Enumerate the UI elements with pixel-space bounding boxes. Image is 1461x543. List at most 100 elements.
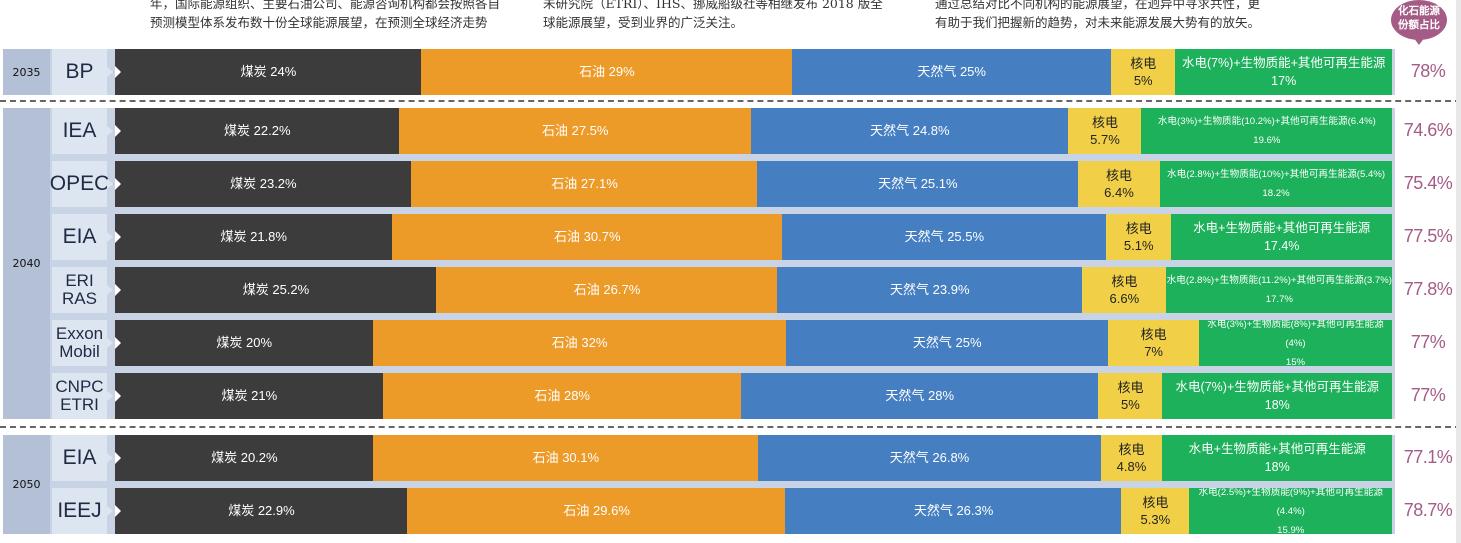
bar-segment-coal: 煤炭 21.8% bbox=[115, 214, 393, 260]
agency-label: EIA bbox=[52, 214, 107, 260]
bar-label-oil: 石油 29% bbox=[579, 64, 635, 79]
year-label: 2050 bbox=[3, 435, 50, 534]
bar-segment-nuclear: 核电 5.3% bbox=[1121, 488, 1190, 534]
fossil-share-value: 77.1% bbox=[1403, 447, 1453, 467]
bar-label-nuclear: 核电 7% bbox=[1140, 327, 1167, 359]
row-start-marker bbox=[115, 390, 121, 402]
fossil-share-badge-label: 化石能源 份额占比 bbox=[1398, 5, 1440, 31]
bar-label-gas: 天然气 25.1% bbox=[878, 176, 958, 191]
bar-segment-nuclear: 核电 5.1% bbox=[1106, 214, 1172, 260]
bar-segment-oil: 石油 29.6% bbox=[407, 488, 786, 534]
bar-label-coal: 煤炭 20% bbox=[216, 335, 273, 350]
bar-segment-gas: 天然气 23.9% bbox=[777, 267, 1083, 313]
fossil-share-value: 77.5% bbox=[1403, 226, 1453, 246]
agency-label: OPEC bbox=[50, 161, 109, 207]
bar-segment-coal: 煤炭 22.9% bbox=[115, 488, 408, 534]
bar-label-gas: 天然气 25% bbox=[912, 335, 982, 350]
bar-label-oil: 石油 28% bbox=[534, 388, 590, 403]
agency-label: BP bbox=[52, 49, 107, 95]
bar-label-nuclear: 核电 5% bbox=[1117, 380, 1144, 412]
bar-label-coal: 煤炭 22.2% bbox=[224, 123, 291, 138]
bar-label-oil: 石油 29.6% bbox=[563, 503, 630, 518]
bar-label-gas: 天然气 25% bbox=[917, 64, 986, 79]
row-start-marker bbox=[115, 125, 121, 137]
agency-label: IEEJ bbox=[52, 488, 107, 534]
bar-segment-gas: 天然气 25.5% bbox=[782, 214, 1107, 260]
bar-segment-renew: 水电+生物质能+其他可再生能源 18% bbox=[1161, 435, 1393, 481]
bar-segment-gas: 天然气 25% bbox=[791, 49, 1112, 95]
bar-label-renew: 水电+生物质能+其他可再生能源 18% bbox=[1188, 442, 1366, 474]
agency-pointer bbox=[107, 232, 113, 242]
bar-label-nuclear: 核电 5% bbox=[1130, 56, 1157, 88]
bar-label-oil: 石油 30.7% bbox=[554, 229, 621, 244]
row-start-marker bbox=[115, 284, 121, 296]
bar-label-oil: 石油 26.7% bbox=[573, 282, 641, 297]
bar-label-gas: 天然气 26.3% bbox=[913, 503, 994, 518]
bar-label-gas: 天然气 25.5% bbox=[904, 229, 985, 244]
bar-segment-nuclear: 核电 7% bbox=[1108, 320, 1199, 366]
bar-segment-gas: 天然气 25% bbox=[785, 320, 1109, 366]
bar-segment-gas: 天然气 26.3% bbox=[785, 488, 1122, 534]
group-divider bbox=[0, 426, 1461, 428]
bar-segment-coal: 煤炭 21% bbox=[115, 373, 384, 419]
bar-segment-gas: 天然气 28% bbox=[740, 373, 1099, 419]
bar-segment-coal: 煤炭 22.2% bbox=[115, 108, 400, 154]
bar-label-renew: 水电(3%)+生物质能(10.2%)+其他可再生能源(6.4%) 19.6% bbox=[1157, 116, 1376, 146]
bar-label-renew: 水电+生物质能+其他可再生能源 17.4% bbox=[1193, 221, 1371, 253]
agency-label: Exxon Mobil bbox=[52, 320, 107, 366]
fossil-share-badge bbox=[1391, 0, 1447, 40]
fossil-share-value: 77% bbox=[1410, 332, 1446, 352]
bar-label-renew: 水电(2.8%)+生物质能(10%)+其他可再生能源(5.4%) 18.2% bbox=[1167, 169, 1386, 199]
intro-text-col-1: 年，国际能源组织、主要石油公司、能源咨询机构都会按照各自 预测模型体系发布数十份… bbox=[150, 0, 501, 30]
fossil-share-value: 77% bbox=[1410, 385, 1446, 405]
intro-text-col-3: 通过总结对比不同机构的能源展望，在迥异中寻求共性，更 有助于我们把握新的趋势，对… bbox=[935, 0, 1261, 30]
bar-label-nuclear: 核电 5.7% bbox=[1090, 115, 1120, 147]
agency-pointer bbox=[107, 285, 113, 295]
bar-label-nuclear: 核电 6.4% bbox=[1104, 168, 1134, 200]
bar-label-renew: 水电(2.8%)+生物质能(11.2%)+其他可再生能源(3.7%) 17.7% bbox=[1166, 275, 1392, 305]
bar-segment-renew: 水电(2.8%)+生物质能(11.2%)+其他可再生能源(3.7%) 17.7% bbox=[1166, 267, 1393, 313]
bar-label-gas: 天然气 24.8% bbox=[870, 123, 950, 138]
bar-segment-coal: 煤炭 23.2% bbox=[115, 161, 412, 207]
bar-label-nuclear: 核电 6.6% bbox=[1109, 274, 1140, 306]
bar-segment-nuclear: 核电 4.8% bbox=[1100, 435, 1163, 481]
bar-segment-coal: 煤炭 20% bbox=[115, 320, 374, 366]
fossil-share-value: 74.6% bbox=[1403, 120, 1453, 140]
bar-segment-oil: 石油 26.7% bbox=[436, 267, 778, 313]
bar-segment-gas: 天然气 24.8% bbox=[750, 108, 1069, 154]
bar-label-renew: 水电(7%)+生物质能+其他可再生能源 17% bbox=[1181, 56, 1386, 88]
bar-label-coal: 煤炭 22.9% bbox=[228, 503, 295, 518]
bar-segment-oil: 石油 29% bbox=[421, 49, 793, 95]
bar-segment-oil: 石油 28% bbox=[383, 373, 742, 419]
agency-pointer bbox=[107, 126, 113, 136]
bar-label-nuclear: 核电 5.1% bbox=[1123, 221, 1154, 253]
bar-segment-nuclear: 核电 5.7% bbox=[1068, 108, 1142, 154]
page-edge bbox=[1456, 0, 1461, 543]
bar-label-nuclear: 核电 4.8% bbox=[1116, 442, 1147, 474]
row-start-marker bbox=[115, 337, 121, 349]
agency-pointer bbox=[107, 506, 113, 516]
group-divider bbox=[0, 100, 1461, 102]
bar-segment-coal: 煤炭 20.2% bbox=[115, 435, 374, 481]
bar-label-coal: 煤炭 21% bbox=[221, 388, 278, 403]
bar-segment-renew: 水电(3%)+生物质能(8%)+其他可再生能源(4%) 15% bbox=[1198, 320, 1393, 366]
year-label: 2035 bbox=[3, 49, 50, 95]
bar-label-coal: 煤炭 25.2% bbox=[242, 282, 310, 297]
row-start-marker bbox=[115, 231, 121, 243]
bar-label-gas: 天然气 26.8% bbox=[889, 450, 970, 465]
bar-segment-gas: 天然气 25.1% bbox=[757, 161, 1079, 207]
bar-label-nuclear: 核电 5.3% bbox=[1140, 495, 1171, 527]
bar-segment-nuclear: 核电 5% bbox=[1098, 373, 1163, 419]
bar-segment-gas: 天然气 26.8% bbox=[757, 435, 1102, 481]
bar-label-oil: 石油 32% bbox=[551, 335, 608, 350]
bar-label-coal: 煤炭 21.8% bbox=[220, 229, 287, 244]
agency-pointer bbox=[107, 67, 113, 77]
agency-pointer bbox=[107, 453, 113, 463]
bar-label-coal: 煤炭 23.2% bbox=[230, 176, 297, 191]
fossil-share-badge-pointer bbox=[1413, 37, 1425, 45]
bar-label-renew: 水电(7%)+生物质能+其他可再生能源 18% bbox=[1175, 380, 1380, 412]
bar-label-oil: 石油 30.1% bbox=[532, 450, 600, 465]
bar-segment-oil: 石油 27.1% bbox=[411, 161, 758, 207]
agency-label: IEA bbox=[52, 108, 107, 154]
bar-segment-renew: 水电(7%)+生物质能+其他可再生能源 17% bbox=[1174, 49, 1393, 95]
